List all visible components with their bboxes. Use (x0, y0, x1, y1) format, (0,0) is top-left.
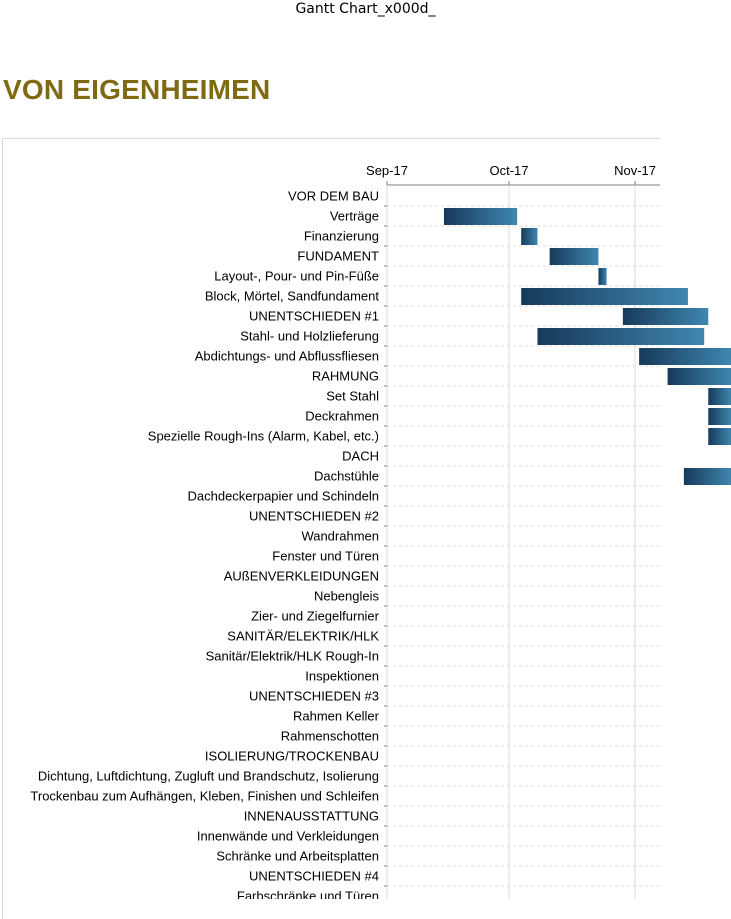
document-header: Gantt Chart_x000d_ (295, 1, 436, 17)
task-label: UNENTSCHIEDEN #2 (249, 509, 379, 524)
task-bar (521, 288, 688, 305)
task-label: Finanzierung (304, 229, 379, 244)
task-bar (443, 208, 518, 225)
task-bar (622, 308, 709, 325)
task-label: SANITÄR/ELEKTRIK/HLK (227, 629, 379, 644)
task-label: Farbschränke und Türen (237, 889, 379, 900)
task-label: Abdichtungs- und Abflussfliesen (195, 349, 379, 364)
task-label: FUNDAMENT (297, 249, 379, 264)
task-label: Stahl- und Holzlieferung (240, 329, 379, 344)
task-label: Deckrahmen (305, 409, 379, 424)
task-bar (667, 368, 731, 385)
task-label: Spezielle Rough-Ins (Alarm, Kabel, etc.) (148, 429, 379, 444)
grid-layer (384, 184, 660, 899)
task-label: Block, Mörtel, Sandfundament (205, 289, 380, 304)
task-label: Fenster und Türen (272, 549, 379, 564)
page-title: VON EIGENHEIMEN (3, 74, 271, 105)
task-label: Rahmenschotten (281, 729, 379, 744)
task-label: Nebengleis (314, 589, 380, 604)
task-label: INNENAUSSTATTUNG (244, 809, 379, 824)
task-label: VOR DEM BAU (288, 189, 379, 204)
task-label: Rahmen Keller (293, 709, 380, 724)
task-label: UNENTSCHIEDEN #4 (249, 869, 379, 884)
tick-layer: Sep-17 Oct-17 Nov-17 (366, 163, 656, 185)
bar-layer (443, 208, 731, 485)
label-layer: VOR DEM BAU Verträge Finanzierung FUNDAMENT… (30, 189, 379, 900)
task-label: Zier- und Ziegelfurnier (251, 609, 380, 624)
task-label: Schränke und Arbeitsplatten (216, 849, 379, 864)
task-bar (549, 248, 599, 265)
task-label: Dachdeckerpapier und Schindeln (187, 489, 379, 504)
task-label: Inspektionen (305, 669, 379, 684)
task-bar (708, 428, 731, 445)
task-label: Layout-, Pour- und Pin-Füße (214, 269, 379, 284)
task-bar (598, 268, 607, 285)
task-bar (708, 388, 731, 405)
task-label: Wandrahmen (301, 529, 379, 544)
task-label: ISOLIERUNG/TROCKENBAU (205, 749, 379, 764)
task-bar (708, 408, 731, 425)
task-label: DACH (342, 449, 379, 464)
task-label: Set Stahl (326, 389, 379, 404)
x-tick-label: Oct-17 (489, 163, 528, 178)
gantt-chart: VOR DEM BAU Verträge Finanzierung FUNDAMENT… (30, 163, 731, 900)
task-bar (683, 468, 731, 485)
task-label: Sanitär/Elektrik/HLK Rough-In (206, 649, 379, 664)
task-label: UNENTSCHIEDEN #1 (249, 309, 379, 324)
task-bar (639, 348, 731, 365)
task-label: Dachstühle (314, 469, 379, 484)
task-bar (521, 228, 538, 245)
task-label: Innenwände und Verkleidungen (197, 829, 379, 844)
x-tick-label: Sep-17 (366, 163, 408, 178)
task-label: RAHMUNG (312, 369, 379, 384)
task-label: Trockenbau zum Aufhängen, Kleben, Finish… (30, 789, 379, 804)
task-label: AUßENVERKLEIDUNGEN (224, 569, 379, 584)
gantt-chart-frame: VOR DEM BAU Verträge Finanzierung FUNDAMENT… (2, 138, 731, 919)
task-bar (537, 328, 705, 345)
x-tick-label: Nov-17 (614, 163, 656, 178)
task-label: Verträge (330, 209, 379, 224)
task-label: Dichtung, Luftdichtung, Zugluft und Bran… (38, 769, 379, 784)
task-label: UNENTSCHIEDEN #3 (249, 689, 379, 704)
